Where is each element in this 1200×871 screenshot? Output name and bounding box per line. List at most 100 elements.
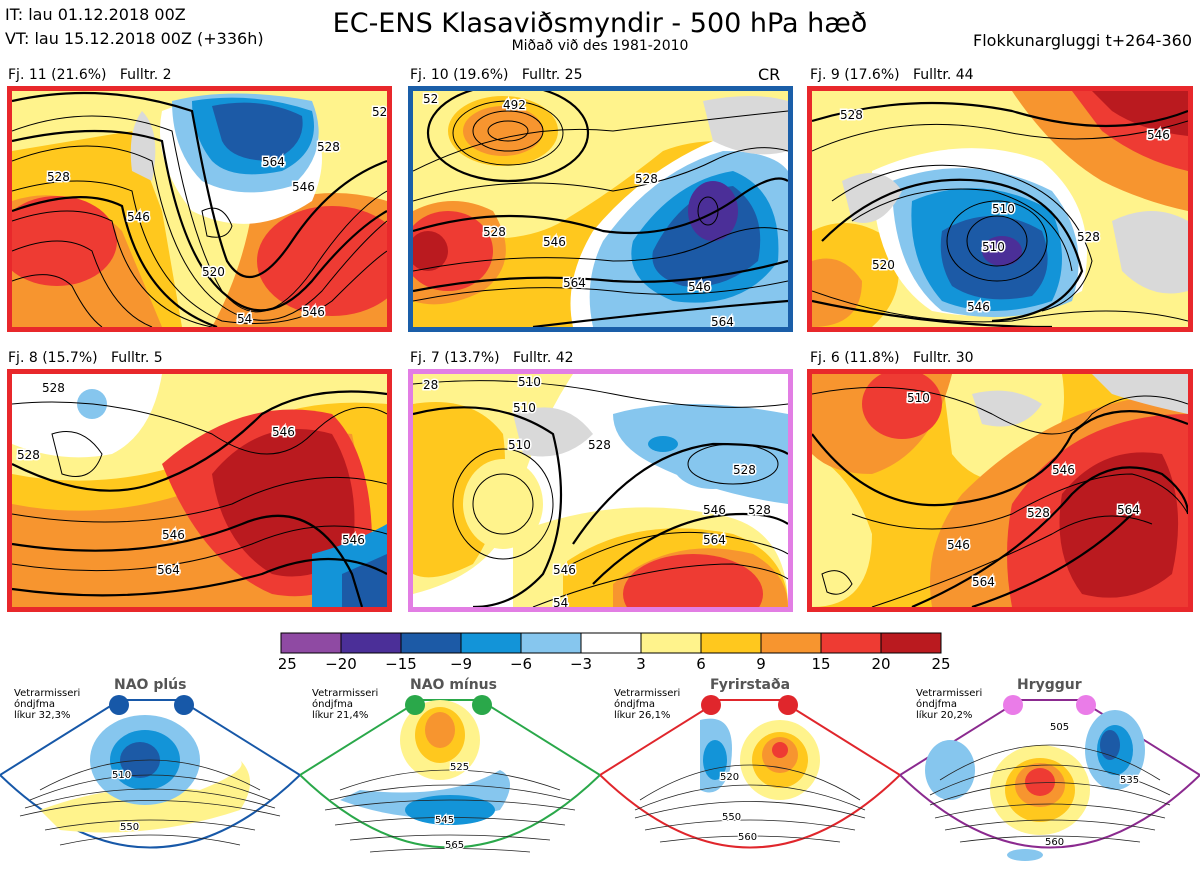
- contour-label: 528: [317, 140, 340, 154]
- anomaly-colorbar: −25 −20 −15 −9 −6 −3 3 6 9 15 20 25: [279, 632, 951, 672]
- colorbar-tick-label: −20: [325, 655, 357, 672]
- contour-label: 564: [972, 575, 995, 589]
- regime-marker-icon: [405, 695, 492, 715]
- regime-title: Fyrirstaða: [710, 677, 791, 693]
- contour-label: 510: [508, 438, 531, 452]
- cluster-map-panel: 510 510 510 528 528 546 564 546 528 28 54: [408, 369, 793, 612]
- contour-label: 505: [1050, 722, 1069, 733]
- anomaly-map: 492 528 546 564 528 546 564 52: [413, 91, 788, 327]
- contour-label: 528: [733, 463, 756, 477]
- colorbar-swatch: [760, 632, 822, 654]
- contour-label: 510: [513, 401, 536, 415]
- colorbar-tick-label: 25: [931, 655, 950, 672]
- contour-label: 546: [703, 503, 726, 517]
- cluster-map-panel: 492 528 546 564 528 546 564 52: [408, 86, 793, 332]
- anomaly-map: 528 546 564 546 546 528: [12, 374, 387, 607]
- regime-prob-line: óndjfma: [614, 699, 655, 710]
- contour-label: 510: [112, 770, 131, 781]
- cluster-map-panel: 528 546 510 510 528 546 520: [807, 86, 1193, 332]
- colorbar-tick-label: −25: [279, 655, 297, 672]
- colorbar-swatch: [340, 632, 402, 654]
- contour-label: 528: [588, 438, 611, 452]
- contour-label: 510: [907, 391, 930, 405]
- contour-label: 528: [1027, 506, 1050, 520]
- regime-map-ridge: 505 535 560: [900, 699, 1200, 861]
- cluster-label: Fj. 11 (21.6%): [8, 67, 107, 83]
- contour-label: 564: [157, 563, 180, 577]
- contour-label: 546: [543, 235, 566, 249]
- contour-label: 528: [42, 381, 65, 395]
- contour-label: 546: [553, 563, 576, 577]
- contour-label: 52: [423, 92, 438, 106]
- contour-label: 550: [722, 812, 741, 823]
- regime-prob-line: óndjfma: [14, 699, 55, 710]
- control-run-tag: CR: [758, 65, 781, 84]
- contour-label: 546: [967, 300, 990, 314]
- contour-label: 546: [1052, 463, 1075, 477]
- contour-label: 564: [563, 276, 586, 290]
- colorbar-swatch: [520, 632, 582, 654]
- contour-label: 546: [162, 528, 185, 542]
- contour-label: 54: [237, 312, 252, 326]
- cluster-label: Fj. 8 (15.7%): [8, 350, 98, 366]
- contour-label: 510: [992, 202, 1015, 216]
- contour-label: 510: [982, 240, 1005, 254]
- cluster-representative: Fulltr. 42: [512, 350, 574, 366]
- contour-label: 528: [47, 170, 70, 184]
- contour-label: 565: [445, 840, 464, 851]
- contour-label: 564: [711, 315, 734, 327]
- regime-prob-line: Vetrarmisseri: [916, 688, 983, 699]
- cluster-map-panel: 510 528 546 546 564 564: [807, 369, 1193, 612]
- regime-marker-icon: [1003, 695, 1096, 715]
- anomaly-map: 528 546 510 510 528 546 520: [812, 91, 1188, 327]
- contour-label: 560: [1045, 837, 1064, 848]
- colorbar-swatch: [700, 632, 762, 654]
- contour-label: 528: [1077, 230, 1100, 244]
- contour-label: 545: [435, 815, 454, 826]
- regime-prob-line: líkur 20,2%: [916, 710, 973, 721]
- cluster-label: Fj. 7 (13.7%): [410, 350, 500, 366]
- contour-label: 546: [272, 425, 295, 439]
- cluster-map-panel: 528 546 564 546 520 528 54 528 546: [7, 86, 392, 332]
- colorbar-tick-label: 9: [756, 655, 766, 672]
- page-subtitle: Miðað við des 1981-2010: [511, 38, 689, 54]
- contour-label: 546: [688, 280, 711, 294]
- contour-label: 520: [872, 258, 895, 272]
- contour-label: 520: [202, 265, 225, 279]
- colorbar-tick-label: −6: [510, 655, 532, 672]
- regime-prob-line: Vetrarmisseri: [14, 688, 81, 699]
- contour-label: 510: [518, 375, 541, 389]
- classification-window-text: Flokkunargluggi t+264-360: [973, 31, 1192, 50]
- cluster-label: Fj. 9 (17.6%): [810, 67, 900, 83]
- contour-label: 528: [748, 503, 771, 517]
- anomaly-map: 510 528 546 546 564 564: [812, 374, 1188, 607]
- regime-title: NAO mínus: [410, 677, 497, 693]
- colorbar-tick-label: 3: [636, 655, 646, 672]
- regime-map-blocking: 520 550 560: [600, 699, 900, 849]
- contour-label: 564: [1117, 503, 1140, 517]
- regime-marker-icon: [701, 695, 798, 715]
- contour-label: 525: [450, 762, 469, 773]
- contour-label: 528: [483, 225, 506, 239]
- contour-label: 560: [738, 832, 757, 843]
- contour-label: 528: [17, 448, 40, 462]
- colorbar-tick-label: −3: [570, 655, 592, 672]
- anomaly-map: 510 510 510 528 528 546 564 546 528 28 54: [413, 374, 788, 607]
- regime-prob-line: Vetrarmisseri: [312, 688, 379, 699]
- anomaly-map: 528 546 564 546 520 528 54 528 546: [12, 91, 387, 327]
- contour-label: 546: [302, 305, 325, 319]
- colorbar-tick-label: 20: [871, 655, 890, 672]
- regime-title: Hryggur: [1017, 677, 1082, 693]
- regime-map-nao-plus: 510 550: [0, 699, 300, 849]
- regime-prob-line: óndjfma: [312, 699, 353, 710]
- initial-time-text: IT: lau 01.12.2018 00Z: [5, 5, 186, 24]
- cluster-representative: Fulltr. 30: [912, 350, 974, 366]
- regime-title: NAO plús: [114, 677, 187, 693]
- colorbar-swatch: [580, 632, 642, 654]
- valid-time-text: VT: lau 15.12.2018 00Z (+336h): [5, 29, 264, 48]
- contour-label: 550: [120, 822, 139, 833]
- colorbar-swatch: [400, 632, 462, 654]
- regime-prob-line: líkur 21,4%: [312, 710, 369, 721]
- colorbar-tick-label: −9: [450, 655, 472, 672]
- regime-prob-line: Vetrarmisseri: [614, 688, 681, 699]
